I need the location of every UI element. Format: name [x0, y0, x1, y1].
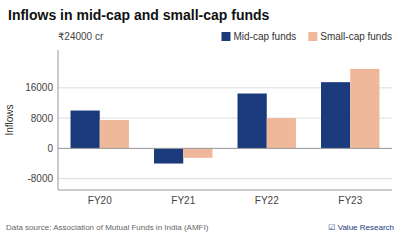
bar: [238, 94, 267, 149]
y-tick-label: -8000: [27, 173, 53, 184]
watermark: ☑ Value Research: [328, 223, 394, 232]
bars: [58, 69, 392, 164]
footer: Data source: Association of Mutual Funds…: [6, 223, 209, 232]
bar: [71, 111, 100, 149]
zero-line: [58, 148, 392, 149]
bar: [321, 82, 350, 148]
legend-item: Small-cap funds: [308, 31, 392, 42]
bar: [154, 148, 183, 163]
y-tick-label: 0: [47, 143, 53, 154]
x-tick-label: FY23: [338, 195, 362, 206]
title: Inflows in mid-cap and small-cap funds: [8, 7, 270, 23]
legend: Mid-cap funds Small-cap funds: [221, 31, 392, 42]
legend-label: Mid-cap funds: [233, 31, 296, 42]
legend-label: Small-cap funds: [320, 31, 392, 42]
legend-swatch: [221, 32, 230, 41]
legend-item: Mid-cap funds: [221, 31, 296, 42]
x-tick-label: FY20: [88, 195, 112, 206]
y-tick-label: 8000: [31, 113, 54, 124]
bar: [267, 118, 296, 148]
grid-line: [58, 178, 392, 179]
bar: [350, 69, 379, 148]
y-axis-line: [58, 50, 59, 190]
x-tick-label: FY22: [255, 195, 279, 206]
bar: [100, 120, 129, 148]
y-tick-label: 16000: [25, 82, 53, 93]
chart: Inflows in mid-cap and small-cap funds ₹2…: [0, 0, 400, 236]
legend-swatch: [308, 32, 317, 41]
unit-label: ₹24000 cr: [58, 31, 104, 42]
bar: [183, 148, 212, 157]
y-axis: -8000 0 8000 16000: [25, 82, 392, 184]
grid-line: [58, 148, 392, 149]
x-axis-line: [58, 190, 392, 191]
y-axis-label: Inflows: [4, 104, 15, 135]
x-tick-label: FY21: [171, 195, 195, 206]
